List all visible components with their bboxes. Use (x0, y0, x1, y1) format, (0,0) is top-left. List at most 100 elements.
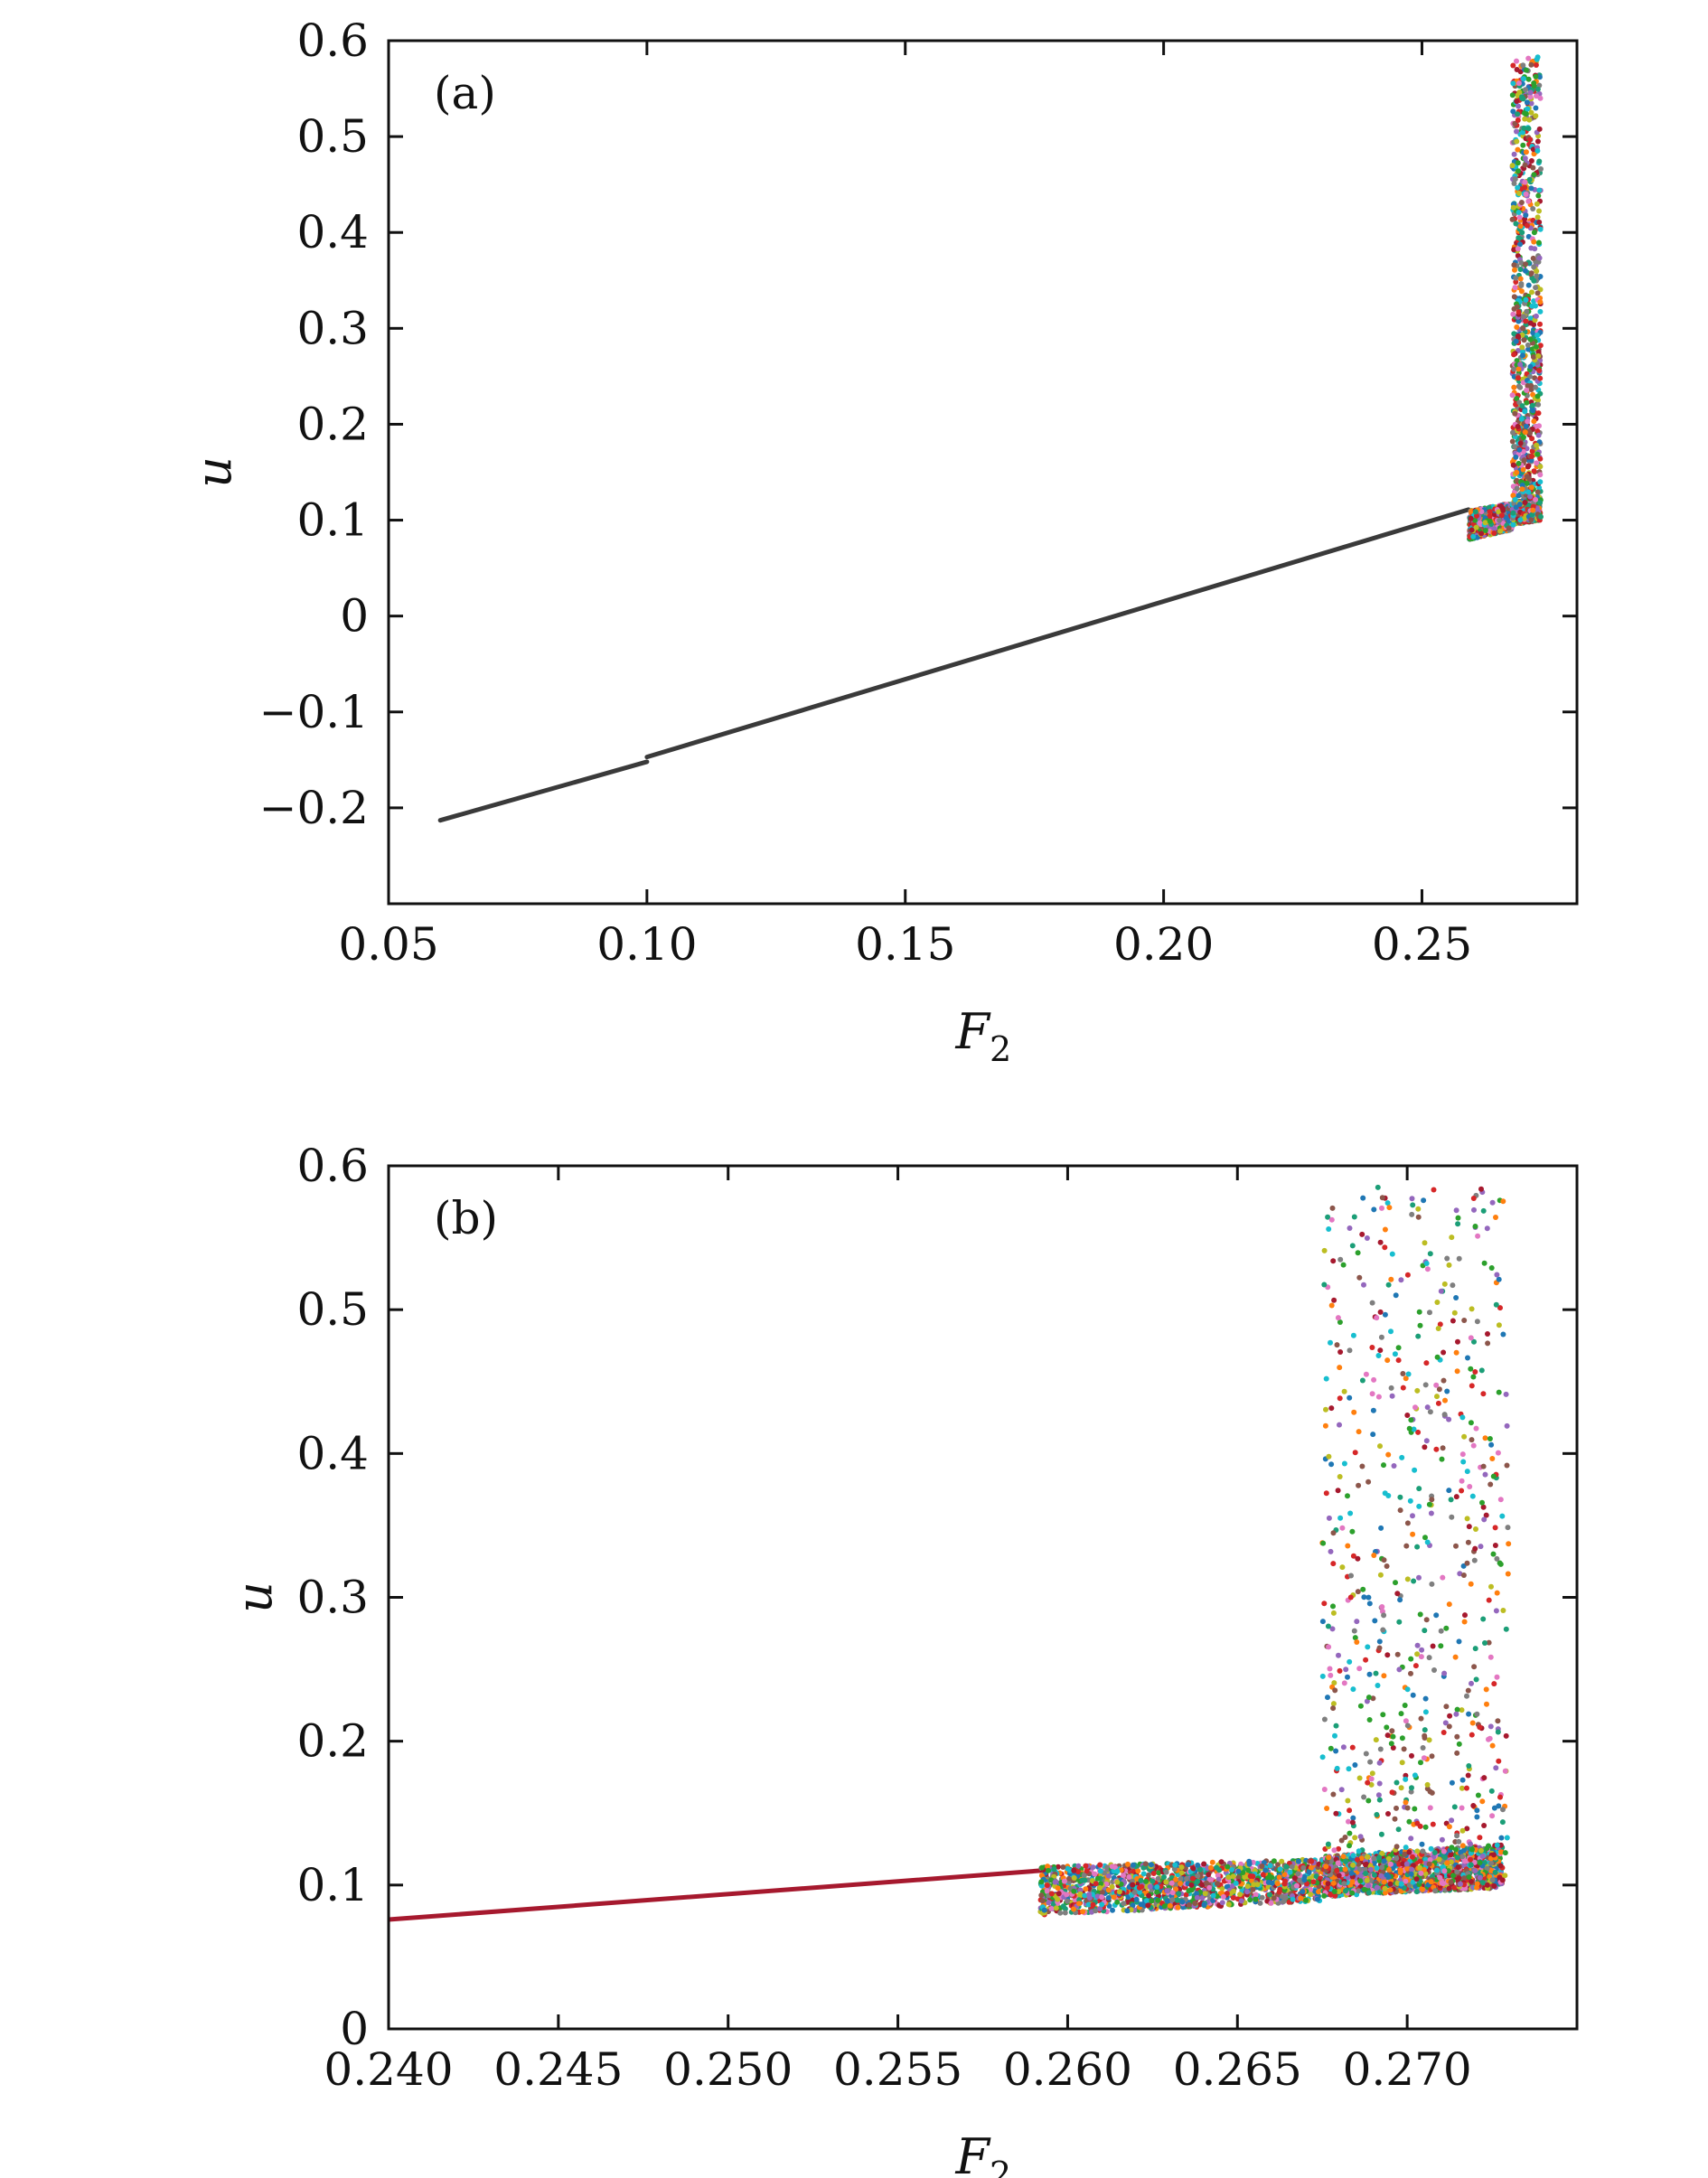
data-point-b-1365 (1169, 1897, 1176, 1903)
data-point-b-1152 (1267, 1863, 1273, 1869)
data-point-a-2463 (1514, 477, 1520, 483)
data-point-b-1334 (1077, 1891, 1084, 1897)
data-point-b-792 (1253, 1892, 1259, 1898)
data-point-b-1318 (1293, 1882, 1300, 1889)
data-point-a-2689 (1535, 239, 1542, 246)
data-point-a-2548 (1528, 61, 1534, 68)
data-point-b-1283 (1281, 1881, 1288, 1887)
data-point-b-1246 (1171, 1866, 1178, 1873)
data-point-b-1398 (1130, 1862, 1136, 1868)
data-point-b-1294 (1230, 1895, 1236, 1901)
y-tick-label-a-4: 0.2 (296, 398, 369, 450)
data-point-a-1877 (1529, 289, 1534, 296)
data-point-b-1044 (1185, 1862, 1191, 1868)
data-point-a-2631 (1525, 382, 1531, 389)
data-point-a-2441 (1529, 303, 1535, 309)
data-point-a-887 (1473, 524, 1479, 530)
data-point-b-861 (1121, 1901, 1127, 1907)
data-point-b-1281 (1247, 1873, 1253, 1879)
data-point-a-2545 (1511, 294, 1517, 300)
data-point-a-2670 (1533, 313, 1539, 319)
data-point-a-2644 (1530, 164, 1536, 171)
data-point-a-2365 (1513, 275, 1519, 281)
data-point-b-1388 (1105, 1895, 1112, 1901)
x-axis-label-sub-a: 2 (990, 1029, 1011, 1069)
data-point-b-139 (1209, 1859, 1215, 1865)
data-point-b-1255 (1111, 1894, 1117, 1901)
data-point-b-840 (1130, 1877, 1136, 1883)
data-point-a-2224 (1521, 125, 1527, 131)
data-point-b-1197 (1303, 1897, 1309, 1903)
data-point-b-1234 (1206, 1884, 1213, 1891)
data-point-a-1937 (1528, 100, 1534, 107)
data-point-a-2024 (1531, 239, 1537, 245)
data-point-a-2339 (1522, 116, 1528, 122)
data-point-a-2517 (1527, 320, 1534, 326)
data-point-b-1328 (1194, 1891, 1199, 1897)
data-point-a-2385 (1515, 184, 1521, 191)
data-point-b-1222 (1098, 1881, 1103, 1887)
data-point-a-2669 (1522, 429, 1528, 436)
data-point-a-2683 (1536, 423, 1542, 429)
data-point-b-494 (1062, 1910, 1068, 1916)
data-point-a-2626 (1520, 142, 1526, 148)
data-point-b-1373 (1202, 1891, 1208, 1897)
data-point-a-2486 (1536, 255, 1543, 261)
data-point-b-1305 (1150, 1871, 1157, 1876)
data-point-a-2183 (1536, 367, 1543, 373)
data-point-b-1364 (1039, 1864, 1045, 1871)
data-point-a-2636 (1514, 469, 1520, 475)
data-point-b-1153 (1306, 1869, 1312, 1875)
data-point-b-1211 (1163, 1869, 1169, 1875)
data-point-a-2318 (1523, 149, 1529, 155)
series-line-segment-b-0 (389, 1868, 1043, 1922)
data-point-b-1387 (1219, 1900, 1225, 1906)
data-point-b-1134 (1244, 1889, 1250, 1895)
data-point-a-2467 (1523, 318, 1529, 324)
data-point-b-1320 (1225, 1874, 1232, 1881)
data-point-a-2678 (1537, 308, 1544, 314)
data-point-a-2679 (1527, 336, 1534, 343)
data-point-b-1229 (1083, 1863, 1089, 1869)
data-point-b-81 (1275, 1862, 1281, 1868)
data-point-a-2433 (1516, 375, 1521, 381)
data-point-a-2661 (1519, 344, 1525, 351)
data-point-a-2451 (1510, 80, 1516, 87)
data-point-b-1307 (1164, 1888, 1170, 1894)
data-point-b-1381 (1143, 1878, 1150, 1884)
data-point-a-2480 (1521, 76, 1526, 82)
data-point-a-2676 (1512, 410, 1518, 417)
data-point-a-2639 (1528, 517, 1534, 523)
data-point-a-2348 (1514, 324, 1520, 330)
data-point-a-2662 (1527, 89, 1534, 96)
data-point-b-1323 (1190, 1865, 1197, 1872)
data-point-b-1151 (1269, 1874, 1275, 1881)
data-point-b-1287 (1045, 1864, 1051, 1870)
data-point-a-2610 (1537, 226, 1544, 232)
data-point-b-983 (1105, 1873, 1112, 1879)
data-point-b-1276 (1207, 1864, 1214, 1871)
data-point-b-1330 (1271, 1858, 1277, 1864)
data-point-b-1380 (1194, 1879, 1200, 1885)
data-point-b-1285 (1175, 1897, 1181, 1903)
data-point-b-1237 (1126, 1874, 1132, 1880)
data-point-b-1188 (1136, 1889, 1142, 1895)
data-point-a-2509 (1525, 106, 1531, 112)
data-point-b-1331 (1048, 1906, 1055, 1911)
data-point-b-1209 (1080, 1909, 1086, 1915)
data-point-a-2389 (1537, 479, 1544, 485)
data-point-b-1265 (1148, 1862, 1154, 1868)
data-point-b-1186 (1186, 1888, 1192, 1894)
data-point-b-1321 (1071, 1888, 1077, 1894)
data-point-a-2635 (1524, 474, 1530, 480)
data-point-a-881 (1487, 509, 1493, 515)
data-point-b-938 (1308, 1886, 1313, 1892)
data-point-b-1326 (1167, 1902, 1173, 1909)
data-point-b-1396 (1179, 1899, 1186, 1905)
data-point-b-939 (1247, 1897, 1253, 1903)
data-point-b-1379 (1138, 1901, 1144, 1908)
data-point-b-695 (1268, 1900, 1274, 1906)
data-point-a-2544 (1520, 352, 1525, 359)
data-point-a-2293 (1531, 151, 1537, 157)
data-point-a-2551 (1536, 126, 1543, 132)
